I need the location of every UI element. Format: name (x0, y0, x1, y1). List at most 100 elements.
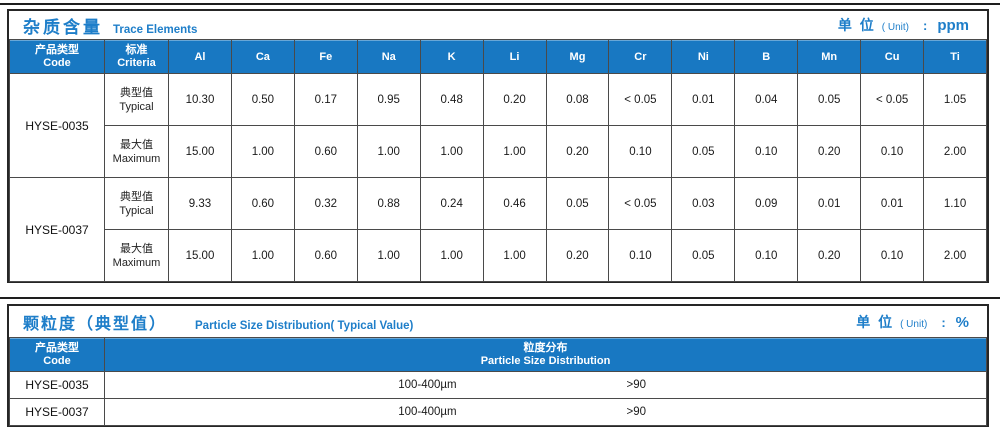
header-code-cn: 产品类型 (35, 341, 79, 354)
header-element: Na (356, 39, 421, 74)
header-criteria: 标准 Criteria (104, 39, 169, 74)
product-code: HYSE-0035 (9, 73, 105, 178)
header-element: Mg (545, 39, 610, 74)
size-value: >90 (626, 406, 646, 418)
product-code: HYSE-0037 (9, 398, 105, 426)
value-cell: 0.32 (293, 177, 358, 230)
distribution-cell: 100-400µm >90 (104, 398, 987, 426)
value-cell: 2.00 (923, 125, 987, 178)
title-english: Particle Size Distribution( Typical Valu… (195, 319, 414, 332)
header-distribution-en: Particle Size Distribution (480, 354, 611, 367)
unit-chinese: 单 位 (837, 17, 876, 33)
value-cell: < 0.05 (860, 73, 925, 126)
value-cell: 9.33 (168, 177, 232, 230)
title-chinese: 杂质含量 (23, 17, 103, 37)
criteria-maximum-cn: 最大值 (120, 242, 153, 255)
header-element: Ti (923, 39, 987, 74)
table-row: 最大值 Maximum 15.00 1.00 0.60 1.00 1.00 1.0… (10, 125, 987, 178)
value-cell: 0.50 (230, 73, 295, 126)
value-cell: 0.20 (545, 229, 610, 282)
header-element: Cu (860, 39, 925, 74)
trace-elements-title-row: 杂质含量 Trace Elements 单 位 ( Unit) : ppm (9, 11, 987, 39)
value-cell: 0.17 (293, 73, 358, 126)
value-cell: 15.00 (168, 229, 232, 282)
size-range: 100-400µm (398, 379, 457, 391)
value-cell: 0.10 (734, 229, 799, 282)
value-cell: 0.60 (230, 177, 295, 230)
criteria-typical: 典型值 Typical (104, 177, 169, 230)
distribution-cell: 100-400µm >90 (104, 371, 987, 399)
value-cell: 0.48 (419, 73, 484, 126)
value-cell: 0.60 (293, 125, 358, 178)
value-cell: 0.20 (545, 125, 610, 178)
value-cell: 0.10 (860, 229, 925, 282)
table-row: HYSE-0037 100-400µm >90 (9, 398, 987, 426)
value-cell: < 0.05 (608, 73, 673, 126)
trace-elements-title: 杂质含量 Trace Elements (23, 13, 197, 38)
value-cell: 0.01 (671, 73, 736, 126)
table-row: HYSE-0037 典型值 Typical 9.33 0.60 0.32 0.88… (9, 177, 987, 282)
value-cell: 1.00 (482, 125, 547, 178)
value-cell: 0.10 (608, 125, 673, 178)
value-cell: 15.00 (168, 125, 232, 178)
section-divider-top (0, 3, 1000, 5)
particle-size-title-row: 颗粒度（典型值） Particle Size Distribution( Typi… (9, 306, 987, 337)
header-code-cn: 产品类型 (35, 43, 79, 56)
value-cell: 10.30 (168, 73, 232, 126)
header-distribution-cn: 粒度分布 (523, 341, 568, 354)
size-range: 100-400µm (398, 406, 457, 418)
table-row: 最大值 Maximum 15.00 1.00 0.60 1.00 1.00 1.0… (10, 229, 987, 282)
value-cell: 0.24 (419, 177, 484, 230)
criteria-maximum-en: Maximum (112, 256, 161, 269)
value-cell: 0.46 (482, 177, 547, 230)
unit-label: 单 位 ( Unit) : % (856, 312, 969, 332)
header-element: Mn (797, 39, 862, 74)
table-row: HYSE-0035 典型值 Typical 10.30 0.50 0.17 0.9… (9, 73, 987, 178)
value-cell: 0.05 (671, 229, 736, 282)
trace-elements-panel: 杂质含量 Trace Elements 单 位 ( Unit) : ppm 产品类… (7, 9, 989, 283)
title-chinese: 颗粒度（典型值） (23, 315, 168, 333)
criteria-typical-en: Typical (119, 204, 154, 217)
size-value: >90 (626, 379, 646, 391)
value-cell: 0.05 (671, 125, 736, 178)
value-cell: 0.95 (356, 73, 421, 126)
title-english: Trace Elements (113, 23, 198, 36)
value-cell: 0.20 (797, 229, 862, 282)
value-cell: 1.00 (419, 229, 484, 282)
header-row: 产品类型 Code 粒度分布 Particle Size Distribution (9, 337, 987, 372)
header-element: Li (482, 39, 547, 74)
particle-size-table: 产品类型 Code 粒度分布 Particle Size Distribution … (9, 337, 987, 426)
value-cell: 0.03 (671, 177, 736, 230)
criteria-typical-cn: 典型值 (120, 86, 153, 99)
criteria-maximum: 最大值 Maximum (104, 125, 169, 178)
header-distribution: 粒度分布 Particle Size Distribution (104, 337, 987, 372)
value-cell: 1.00 (230, 229, 295, 282)
header-element: B (734, 39, 799, 74)
value-cell: 0.20 (482, 73, 547, 126)
header-element: Cr (608, 39, 673, 74)
particle-size-title: 颗粒度（典型值） Particle Size Distribution( Typi… (23, 310, 413, 334)
product-code: HYSE-0035 (9, 371, 105, 399)
value-cell: 1.10 (923, 177, 987, 230)
header-element: Al (168, 39, 232, 74)
value-cell: 1.05 (923, 73, 987, 126)
header-row: 产品类型 Code 标准 Criteria Al Ca Fe Na K Li Mg … (9, 39, 987, 74)
value-cell: 1.00 (356, 229, 421, 282)
header-element: K (419, 39, 484, 74)
header-criteria-en: Criteria (117, 56, 156, 69)
header-element: Fe (293, 39, 358, 74)
header-code-en: Code (43, 354, 71, 367)
section-divider-middle (0, 297, 1000, 299)
header-element: Ni (671, 39, 736, 74)
value-cell: 0.04 (734, 73, 799, 126)
value-cell: 0.01 (797, 177, 862, 230)
value-cell: 0.88 (356, 177, 421, 230)
value-cell: 0.05 (545, 177, 610, 230)
criteria-maximum: 最大值 Maximum (104, 229, 169, 282)
particle-size-panel: 颗粒度（典型值） Particle Size Distribution( Typi… (7, 304, 989, 427)
header-element: Ca (230, 39, 295, 74)
unit-value: ppm (937, 17, 969, 34)
unit-colon: : (941, 314, 946, 330)
trace-elements-table: 产品类型 Code 标准 Criteria Al Ca Fe Na K Li Mg … (9, 39, 987, 282)
unit-colon: : (922, 18, 928, 33)
